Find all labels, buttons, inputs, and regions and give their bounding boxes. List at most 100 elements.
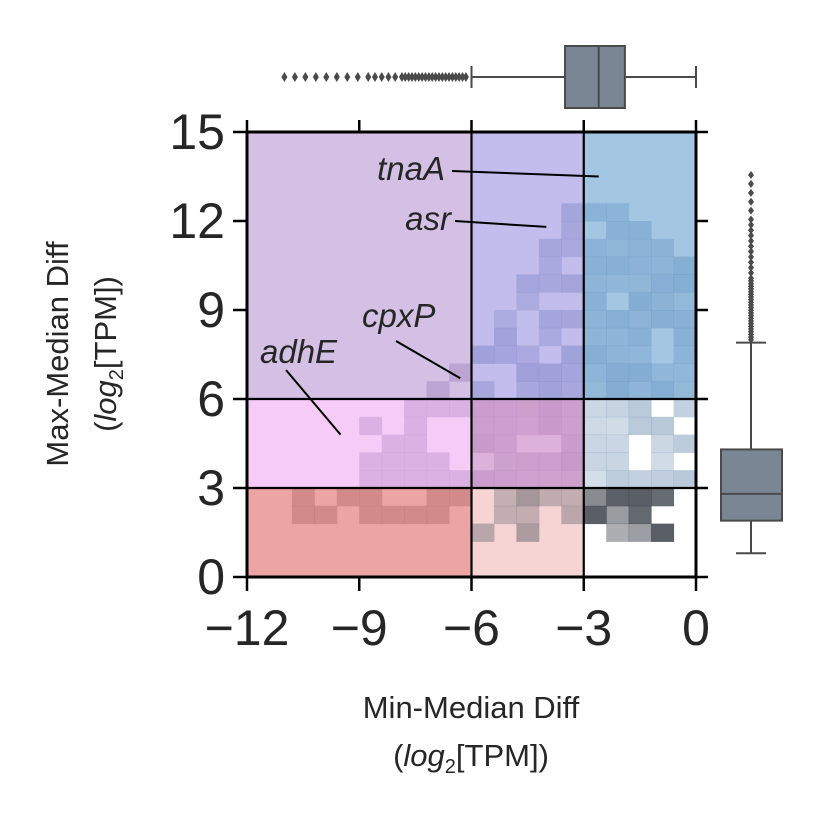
heatmap-cell (426, 381, 450, 400)
heatmap-cell (381, 505, 405, 525)
heatmap-cell (449, 399, 472, 418)
region-2 (583, 132, 696, 399)
heatmap-cell (628, 523, 652, 542)
heatmap-cell (606, 416, 630, 436)
heatmap-cell (359, 470, 383, 489)
annotation-cpxP: cpxP (362, 297, 435, 334)
x-tick-label: 0 (682, 600, 710, 656)
heatmap-cell (561, 221, 585, 240)
heatmap-cell (628, 505, 652, 525)
heatmap-cell (628, 345, 652, 364)
heatmap-cell (583, 238, 607, 258)
heatmap-cell (538, 452, 562, 471)
outlier (422, 72, 429, 82)
heatmap-cell (673, 345, 697, 364)
outlier (412, 72, 419, 82)
heatmap-cell (314, 505, 338, 525)
heatmap-cell (651, 363, 675, 382)
heatmap-cell (673, 292, 697, 311)
heatmap-cell (561, 505, 585, 525)
heatmap-cell (336, 488, 360, 507)
heatmap-cell (493, 470, 517, 489)
outlier (748, 236, 754, 245)
heatmap-cell (426, 452, 450, 471)
heatmap-cell (651, 238, 675, 258)
heatmap-cell (651, 452, 675, 471)
heatmap-cell (673, 434, 697, 453)
outlier (748, 268, 754, 277)
x-tick-label: −3 (555, 600, 612, 656)
heatmap-cell (538, 363, 562, 382)
heatmap-cell (628, 238, 652, 258)
heatmap-cell (516, 488, 540, 507)
x-axis-label: Min-Median Diff (363, 690, 580, 725)
marginal-x-boxplot (281, 45, 697, 109)
x-tick-label: −12 (205, 600, 290, 656)
outlier (333, 72, 340, 82)
heatmap-cell (538, 310, 562, 329)
heatmap-cell (628, 274, 652, 293)
heatmap-cell (561, 310, 585, 329)
heatmap-cell (606, 327, 630, 347)
heatmap-cell (561, 238, 585, 258)
heatmap-cell (359, 452, 383, 471)
outlier (748, 258, 754, 267)
heatmap-cell (583, 505, 607, 525)
heatmap-cell (493, 488, 517, 507)
heatmap-cell (471, 416, 495, 436)
heatmap-cell (471, 523, 495, 542)
outlier (748, 247, 754, 256)
heatmap-cell (404, 399, 428, 418)
outlier (405, 72, 412, 82)
heatmap-cell (516, 470, 540, 489)
heatmap-cell (673, 399, 697, 418)
heatmap-cell (561, 434, 585, 453)
outlier (748, 263, 754, 272)
annotation-adhE: adhE (260, 333, 338, 370)
heatmap-cell (628, 221, 652, 240)
marginal-y-boxplot (720, 171, 783, 555)
outlier (398, 72, 405, 82)
heatmap-cell (583, 488, 607, 507)
heatmap-cell (651, 274, 675, 293)
heatmap-cell (583, 292, 607, 311)
heatmap-cell (381, 470, 405, 489)
y-axis-units: (log2[TPM]) (88, 276, 128, 432)
heatmap-cell (628, 327, 652, 347)
heatmap-cell (516, 292, 540, 311)
region-1 (471, 132, 584, 399)
heatmap-cell (561, 488, 585, 507)
heatmap-cell (651, 416, 675, 436)
region-0 (247, 132, 472, 399)
heatmap-cell (673, 470, 697, 489)
heatmap-cell (561, 274, 585, 293)
heatmap-cell (561, 470, 585, 489)
heatmap-cell (628, 416, 652, 436)
heatmap-cell (606, 381, 630, 400)
heatmap-cell (404, 505, 428, 525)
heatmap-cell (493, 434, 517, 453)
heatmap-cell (493, 399, 517, 418)
heatmap-cell (606, 345, 630, 364)
heatmap-cell (583, 452, 607, 471)
axis-labels: Min-Median Diff (log2[TPM]) Max-Median D… (40, 241, 580, 778)
heatmap-cell (583, 399, 607, 418)
outlier (748, 231, 754, 240)
heatmap-cell (381, 452, 405, 471)
heatmap-cell (359, 505, 383, 525)
heatmap-cell (538, 399, 562, 418)
outlier (302, 72, 309, 82)
outlier (365, 72, 372, 82)
outlier (748, 188, 754, 197)
heatmap-cell (493, 416, 517, 436)
heatmap-cell (628, 292, 652, 311)
heatmap-cell (628, 310, 652, 329)
heatmap-cell (426, 399, 450, 418)
heatmap-cell (516, 381, 540, 400)
heatmap-cell (583, 434, 607, 453)
heatmap-cell (404, 434, 428, 453)
heatmap-cell (606, 310, 630, 329)
outlier (748, 274, 754, 283)
heatmap-cell (493, 345, 517, 364)
heatmap-cell (449, 363, 472, 382)
